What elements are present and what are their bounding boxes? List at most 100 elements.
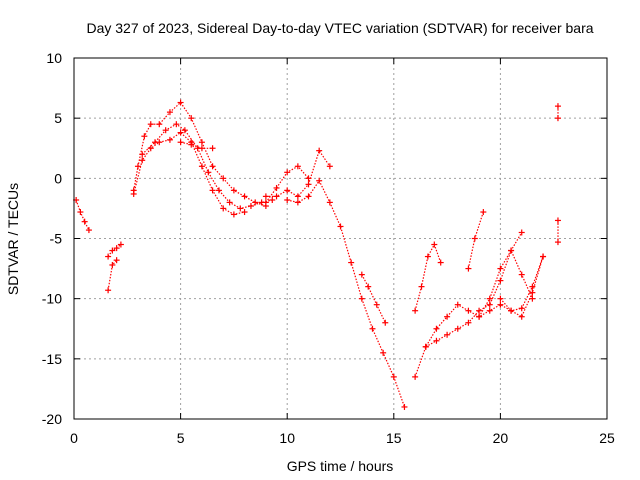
data-point [173, 121, 180, 128]
data-point [433, 325, 440, 332]
series-track-4 [130, 99, 269, 210]
data-point [113, 245, 120, 252]
data-point [373, 301, 380, 308]
data-point [230, 211, 237, 218]
series-track-16 [465, 209, 487, 272]
series-trace [478, 249, 533, 318]
data-point [465, 307, 472, 314]
data-point [177, 129, 184, 136]
data-point [139, 157, 146, 164]
series-track-7 [177, 139, 216, 152]
x-tick-label: 15 [386, 430, 402, 446]
data-point [497, 277, 504, 284]
y-tick-label: -20 [42, 411, 62, 427]
data-point [152, 139, 159, 146]
series-track-18 [554, 103, 561, 122]
series-trace [287, 179, 406, 408]
data-point [177, 99, 184, 106]
data-point [486, 295, 493, 302]
data-point [480, 209, 487, 216]
data-point [508, 247, 515, 254]
data-point [226, 199, 233, 206]
data-series [73, 99, 561, 410]
data-point [554, 217, 561, 224]
data-point [497, 265, 504, 272]
series-track-3 [105, 257, 120, 294]
series-track-19 [554, 217, 561, 246]
data-point [529, 295, 536, 302]
series-track-5 [130, 129, 248, 218]
data-point [262, 199, 269, 206]
series-trace [414, 243, 442, 311]
series-track-14 [422, 229, 525, 350]
data-point [554, 115, 561, 122]
data-point [188, 141, 195, 148]
data-point [497, 301, 504, 308]
data-point [181, 127, 188, 134]
data-point [134, 163, 141, 170]
series-track-6 [139, 121, 276, 212]
data-point [294, 163, 301, 170]
data-point [209, 187, 216, 194]
data-point [273, 184, 280, 191]
data-point [209, 145, 216, 152]
data-point [220, 175, 227, 182]
y-tick-label: -15 [42, 351, 62, 367]
data-point [220, 205, 227, 212]
y-tick-label: -5 [50, 231, 63, 247]
data-point [81, 218, 88, 225]
series-trace [133, 131, 245, 216]
data-point [113, 257, 120, 264]
data-point [365, 283, 372, 290]
data-point [465, 265, 472, 272]
data-point [294, 199, 301, 206]
series-trace [75, 199, 90, 231]
x-tick-label: 0 [70, 430, 78, 446]
data-point [433, 337, 440, 344]
x-tick-label: 25 [599, 430, 615, 446]
data-point [358, 271, 365, 278]
data-point [130, 190, 137, 197]
data-point [198, 163, 205, 170]
data-point [401, 403, 408, 410]
data-point [380, 349, 387, 356]
x-tick-label: 5 [177, 430, 185, 446]
data-point [147, 145, 154, 152]
data-point [109, 247, 116, 254]
data-point [209, 163, 216, 170]
data-point [471, 235, 478, 242]
data-point [241, 209, 248, 216]
data-point [198, 145, 205, 152]
data-point [305, 175, 312, 182]
series-track-9 [262, 163, 312, 206]
data-point [177, 139, 184, 146]
y-tick-label: 5 [54, 110, 62, 126]
series-trace [361, 274, 386, 323]
data-point [141, 133, 148, 140]
data-point [269, 196, 276, 203]
data-point [105, 253, 112, 260]
data-point [358, 295, 365, 302]
data-point [247, 203, 254, 210]
series-trace [180, 141, 213, 149]
data-point [252, 199, 259, 206]
chart-title: Day 327 of 2023, Sidereal Day-to-day VTE… [86, 20, 593, 36]
data-point [454, 325, 461, 332]
y-axis-label: SDTVAR / TECUs [5, 183, 21, 295]
data-point [486, 307, 493, 314]
data-point [284, 187, 291, 194]
data-point [162, 127, 169, 134]
data-point [518, 271, 525, 278]
data-point [518, 305, 525, 312]
data-point [188, 115, 195, 122]
data-point [205, 169, 212, 176]
data-point [262, 193, 269, 200]
data-point [316, 177, 323, 184]
series-trace [425, 232, 523, 348]
series-track-12 [412, 241, 444, 314]
data-point [105, 287, 112, 294]
data-point [418, 283, 425, 290]
data-point [412, 373, 419, 380]
y-tick-label: 0 [54, 170, 62, 186]
series-track-10 [284, 177, 408, 410]
